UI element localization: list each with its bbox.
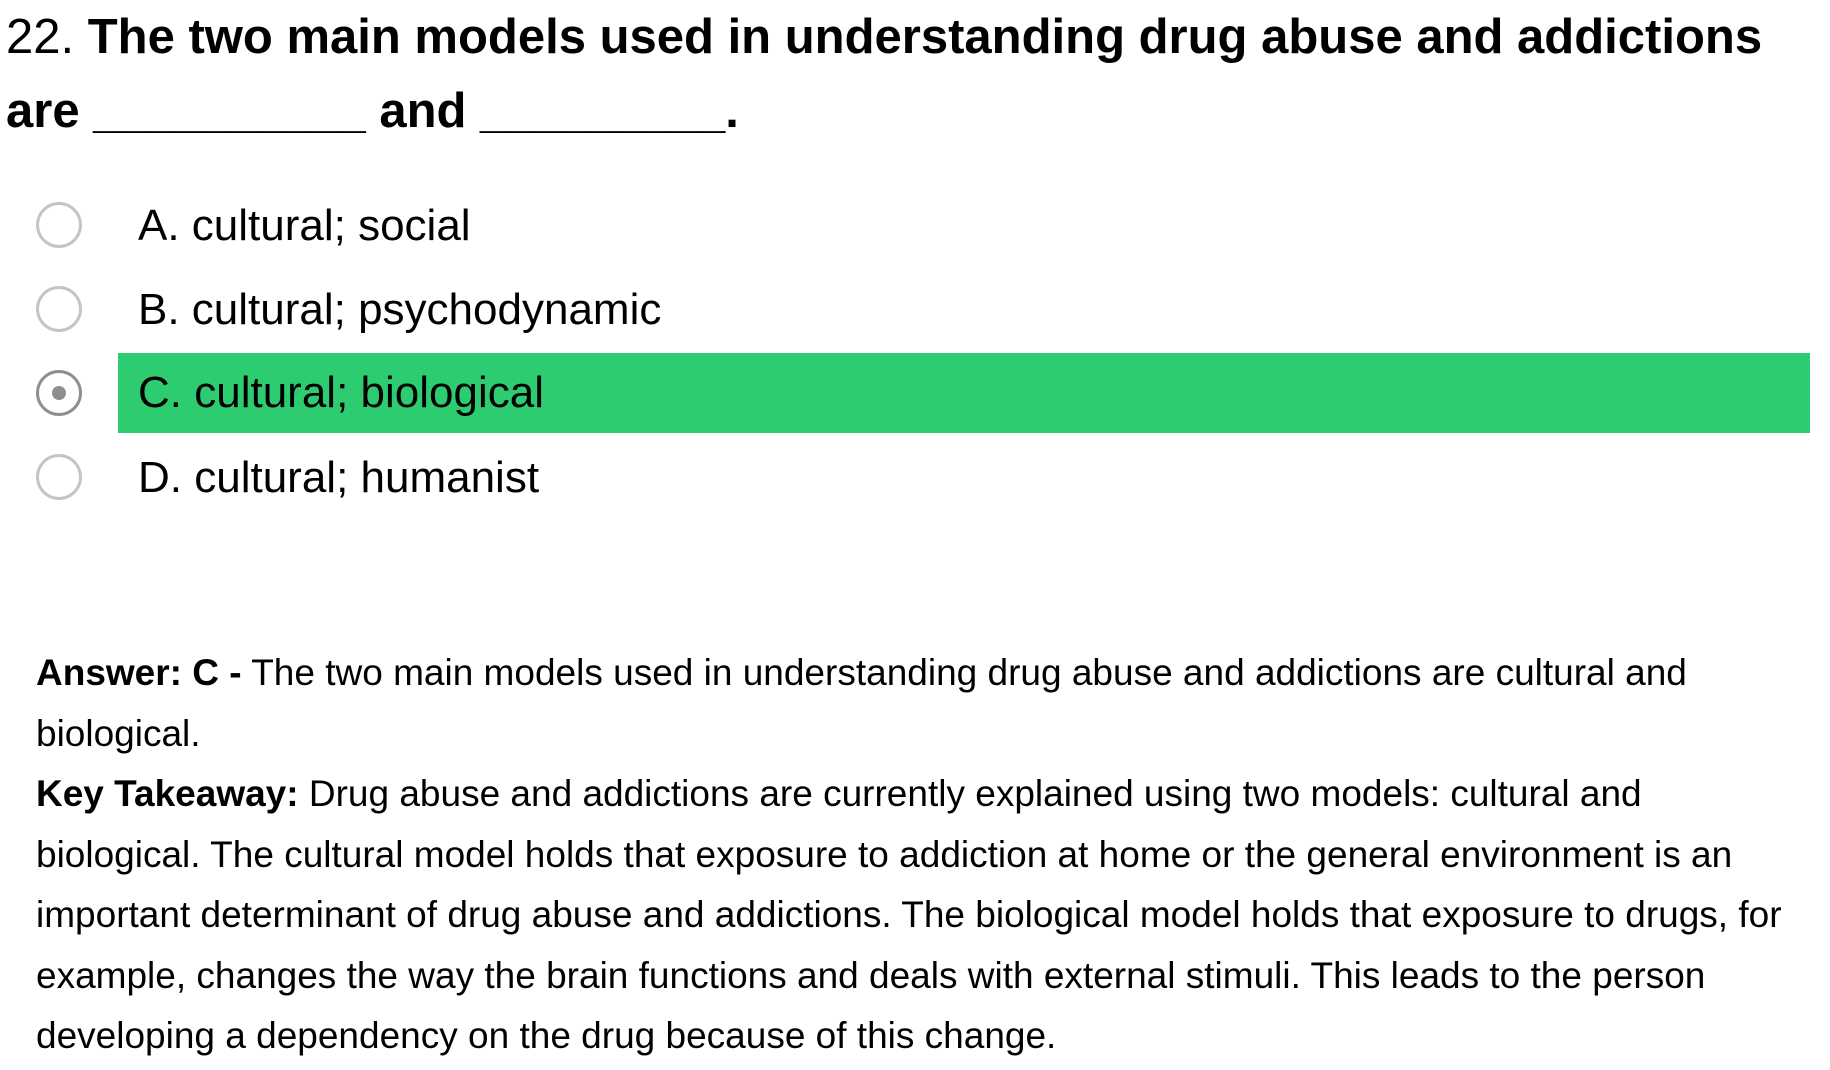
question-number: 22. (6, 10, 75, 64)
option-d[interactable]: D. cultural; humanist (0, 444, 1830, 528)
option-a[interactable]: A. cultural; social (0, 192, 1830, 276)
answer-label: Answer: C - (36, 652, 242, 693)
option-c-label[interactable]: C. cultural; biological (118, 353, 1810, 433)
question-prompt: The two main models used in understandin… (6, 10, 1763, 138)
key-takeaway-label: Key Takeaway: (36, 773, 299, 814)
answer-explanation: Answer: C - The two main models used in … (36, 643, 1806, 1067)
question-text-block: 22. The two main models used in understa… (6, 0, 1816, 148)
option-b-label[interactable]: B. cultural; psychodynamic (138, 285, 662, 334)
option-a-label[interactable]: A. cultural; social (138, 201, 471, 250)
option-c[interactable]: C. cultural; biological (0, 353, 1830, 444)
answer-text: The two main models used in understandin… (36, 652, 1687, 754)
radio-button-d[interactable] (36, 454, 82, 500)
option-b[interactable]: B. cultural; psychodynamic (0, 276, 1830, 360)
key-takeaway-text: Drug abuse and addictions are currently … (36, 773, 1782, 1056)
option-d-label[interactable]: D. cultural; humanist (138, 453, 540, 502)
radio-button-c[interactable] (36, 370, 82, 416)
radio-selected-dot-icon (52, 386, 66, 400)
radio-button-b[interactable] (36, 286, 82, 332)
radio-button-a[interactable] (36, 202, 82, 248)
